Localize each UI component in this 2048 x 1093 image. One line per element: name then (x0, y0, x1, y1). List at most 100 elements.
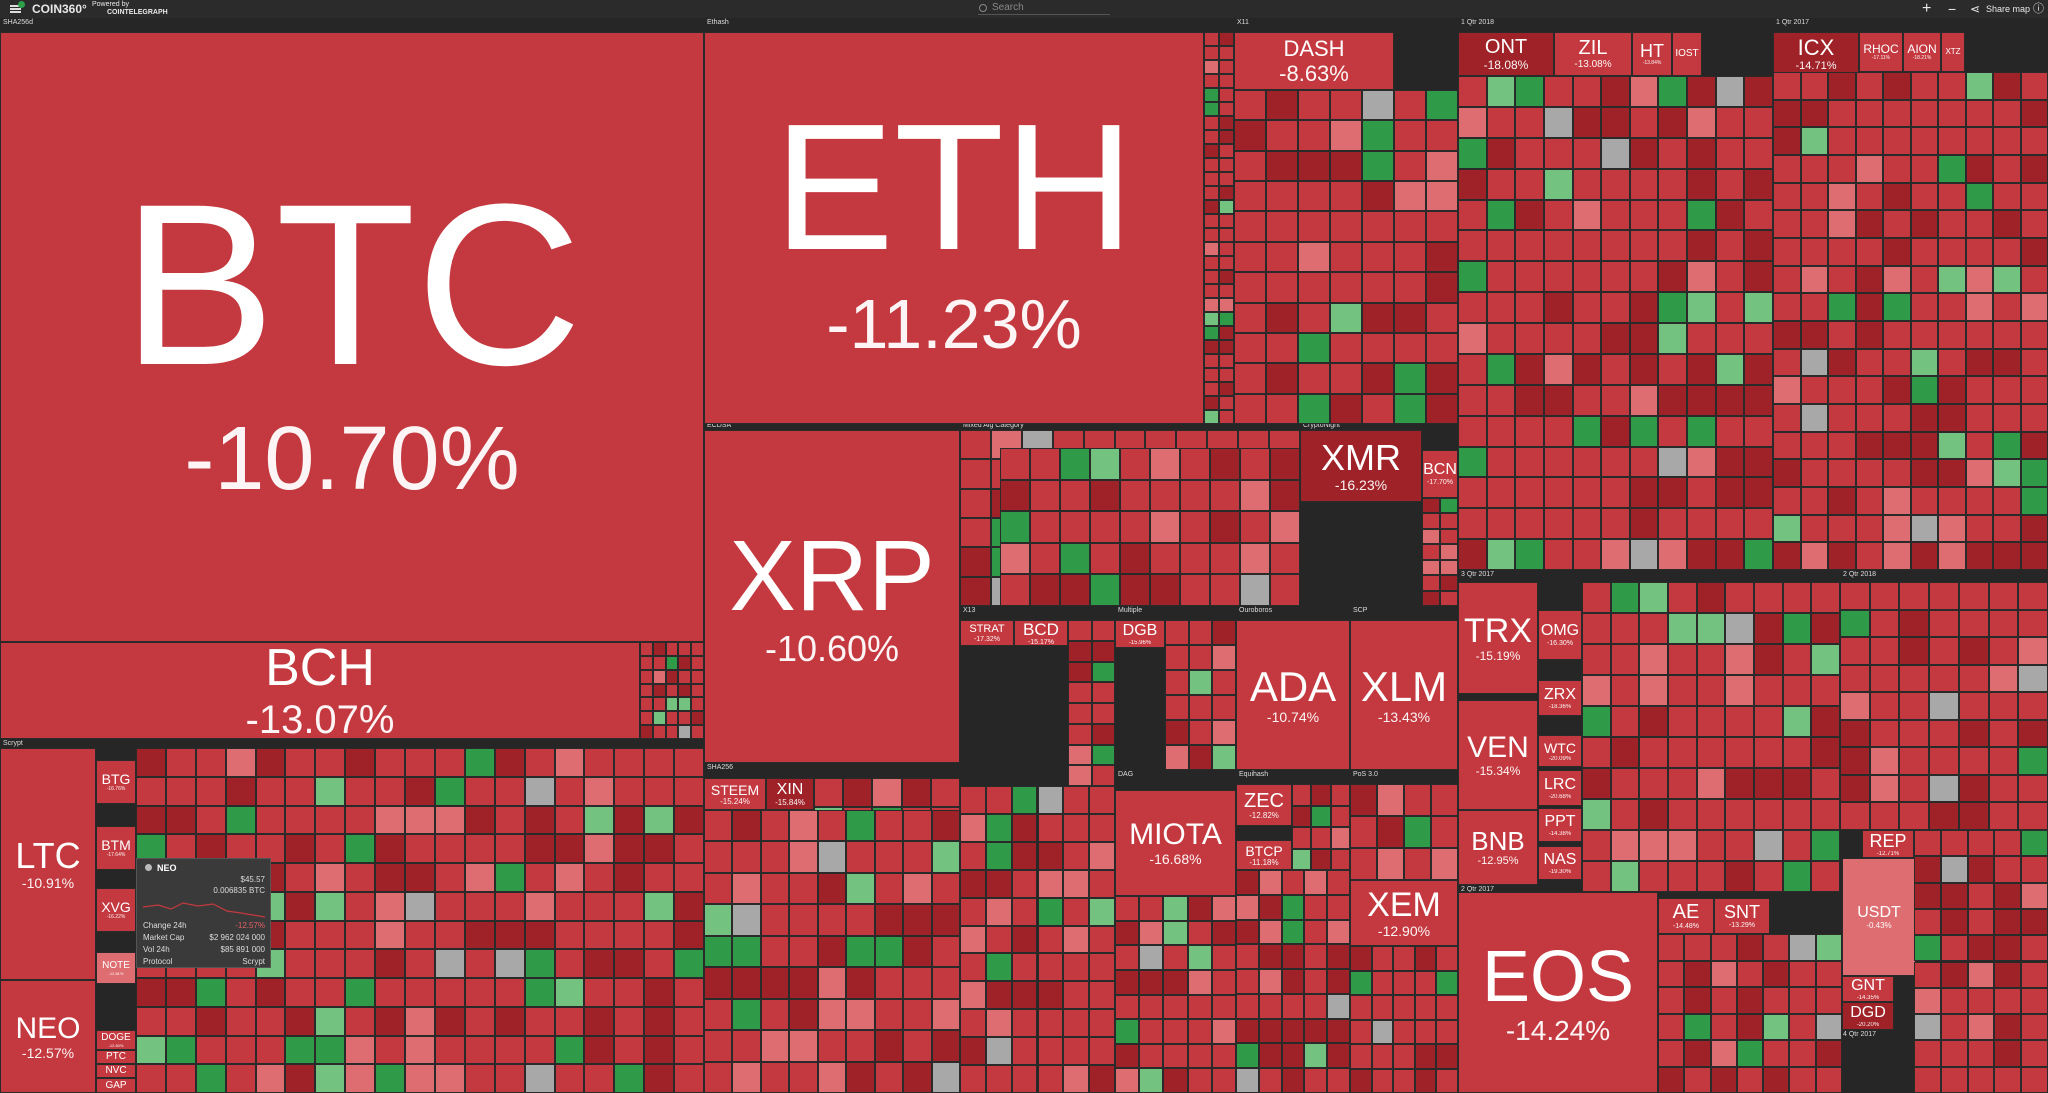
coin-tile-small[interactable] (1543, 353, 1573, 385)
coin-tile-small[interactable] (1910, 459, 1938, 487)
coin-tile-small[interactable] (405, 776, 435, 806)
coin-tile-small[interactable] (1068, 661, 1092, 683)
coin-tile-small[interactable] (1011, 981, 1038, 1010)
coin-tile-small[interactable] (285, 978, 316, 1007)
coin-tile-small[interactable] (2018, 802, 2048, 830)
coin-tile-small[interactable] (1219, 326, 1234, 340)
coin-tile-small[interactable] (584, 1006, 615, 1036)
coin-tile-small[interactable] (1440, 590, 1458, 606)
coin-tile-xlm[interactable]: XLM -13.43% (1350, 620, 1458, 770)
coin-tile-small[interactable] (1090, 479, 1120, 512)
coin-tile-small[interactable] (1773, 210, 1801, 238)
coin-tile-small[interactable] (1828, 182, 1856, 211)
coin-tile-small[interactable] (1063, 869, 1090, 898)
coin-tile-small[interactable] (1422, 575, 1440, 591)
coin-tile-small[interactable] (1988, 637, 2019, 665)
coin-tile-small[interactable] (789, 841, 818, 873)
coin-tile-small[interactable] (1362, 241, 1394, 273)
coin-tile-btm[interactable]: BTM -17.64% (96, 826, 136, 870)
coin-tile-small[interactable] (1436, 1068, 1458, 1093)
coin-tile-steem[interactable]: STEEM -15.24% (704, 778, 766, 810)
coin-tile-small[interactable] (165, 1035, 196, 1065)
coin-tile-small[interactable] (1744, 292, 1773, 323)
coin-tile-small[interactable] (1883, 72, 1911, 100)
coin-tile-small[interactable] (1883, 155, 1911, 183)
coin-tile-small[interactable] (1090, 511, 1120, 543)
coin-tile-small[interactable] (1486, 76, 1516, 107)
coin-tile-small[interactable] (1855, 321, 1883, 349)
coin-tile-small[interactable] (1330, 363, 1362, 394)
coin-tile-small[interactable] (1687, 137, 1716, 169)
coin-tile-small[interactable] (315, 949, 346, 978)
coin-tile-xvg[interactable]: XVG -16.22% (96, 888, 136, 932)
coin-tile-small[interactable] (165, 776, 196, 806)
coin-tile-small[interactable] (2020, 376, 2048, 404)
coin-tile-small[interactable] (1744, 323, 1773, 354)
coin-tile-small[interactable] (1725, 675, 1754, 706)
coin-tile-small[interactable] (1601, 261, 1630, 293)
coin-tile-small[interactable] (1120, 479, 1150, 512)
coin-tile-xin[interactable]: XIN -15.84% (766, 778, 814, 810)
coin-tile-small[interactable] (1163, 945, 1188, 970)
coin-tile-small[interactable] (691, 669, 704, 684)
coin-tile-omg[interactable]: OMG -16.30% (1538, 610, 1582, 660)
coin-tile-small[interactable] (1204, 116, 1219, 130)
coin-tile-small[interactable] (1414, 1068, 1437, 1093)
coin-tile-small[interactable] (1811, 706, 1840, 737)
coin-tile-xrp[interactable]: XRP -10.60% (704, 430, 960, 763)
coin-tile-small[interactable] (1994, 1040, 2022, 1067)
coin-tile-small[interactable] (1165, 745, 1189, 770)
coin-tile-small[interactable] (1744, 261, 1773, 293)
coin-tile-small[interactable] (1773, 127, 1801, 155)
coin-tile-small[interactable] (405, 1035, 435, 1065)
coin-tile-small[interactable] (1965, 487, 1993, 515)
coin-tile-small[interactable] (1601, 168, 1630, 200)
coin-tile-small[interactable] (930, 778, 960, 807)
coin-tile-small[interactable] (1828, 155, 1856, 183)
coin-tile-small[interactable] (1204, 46, 1219, 60)
coin-tile-small[interactable] (985, 813, 1012, 842)
coin-tile-small[interactable] (1965, 99, 1993, 128)
coin-tile-small[interactable] (1828, 514, 1856, 543)
coin-tile-small[interactable] (1639, 675, 1668, 706)
coin-tile-small[interactable] (1292, 827, 1312, 849)
coin-tile-small[interactable] (225, 1064, 256, 1093)
coin-tile-small[interactable] (1582, 799, 1611, 830)
coin-tile-small[interactable] (1773, 99, 1801, 128)
coin-tile-small[interactable] (1068, 640, 1092, 662)
coin-tile-small[interactable] (1840, 747, 1870, 775)
coin-tile-small[interactable] (1037, 897, 1064, 926)
coin-tile-small[interactable] (1725, 644, 1754, 675)
coin-tile-small[interactable] (614, 863, 645, 892)
coin-tile-small[interactable] (1240, 542, 1270, 575)
coin-tile-small[interactable] (1710, 960, 1737, 987)
coin-tile-small[interactable] (1800, 431, 1828, 460)
coin-tile-small[interactable] (405, 1006, 435, 1036)
coin-tile-small[interactable] (1219, 354, 1234, 368)
coin-tile-small[interactable] (1090, 542, 1120, 575)
coin-tile-small[interactable] (1187, 994, 1212, 1020)
logo[interactable]: COIN360° (32, 2, 87, 16)
coin-tile-small[interactable] (1236, 1018, 1259, 1044)
coin-tile-small[interactable] (464, 776, 495, 806)
coin-tile-nas[interactable]: NAS -19.30% (1538, 846, 1582, 880)
coin-tile-small[interactable] (1011, 1037, 1038, 1066)
coin-tile-small[interactable] (1266, 211, 1298, 242)
coin-tile-small[interactable] (1234, 150, 1266, 182)
coin-tile-small[interactable] (1150, 479, 1180, 512)
coin-tile-small[interactable] (1304, 1068, 1328, 1093)
coin-tile-small[interactable] (1515, 539, 1544, 570)
coin-tile-small[interactable] (225, 1035, 256, 1065)
coin-tile-small[interactable] (1940, 882, 1968, 909)
coin-tile-small[interactable] (1204, 200, 1219, 214)
coin-tile-small[interactable] (1855, 210, 1883, 238)
coin-tile-small[interactable] (1426, 120, 1458, 151)
coin-tile-small[interactable] (1091, 620, 1115, 641)
coin-tile-small[interactable] (1120, 448, 1150, 480)
coin-tile-small[interactable] (1696, 582, 1726, 613)
coin-tile-small[interactable] (640, 697, 653, 712)
coin-tile-small[interactable] (554, 776, 585, 806)
coin-tile-small[interactable] (1011, 897, 1038, 926)
coin-tile-small[interactable] (760, 935, 790, 968)
coin-tile-small[interactable] (678, 697, 692, 712)
